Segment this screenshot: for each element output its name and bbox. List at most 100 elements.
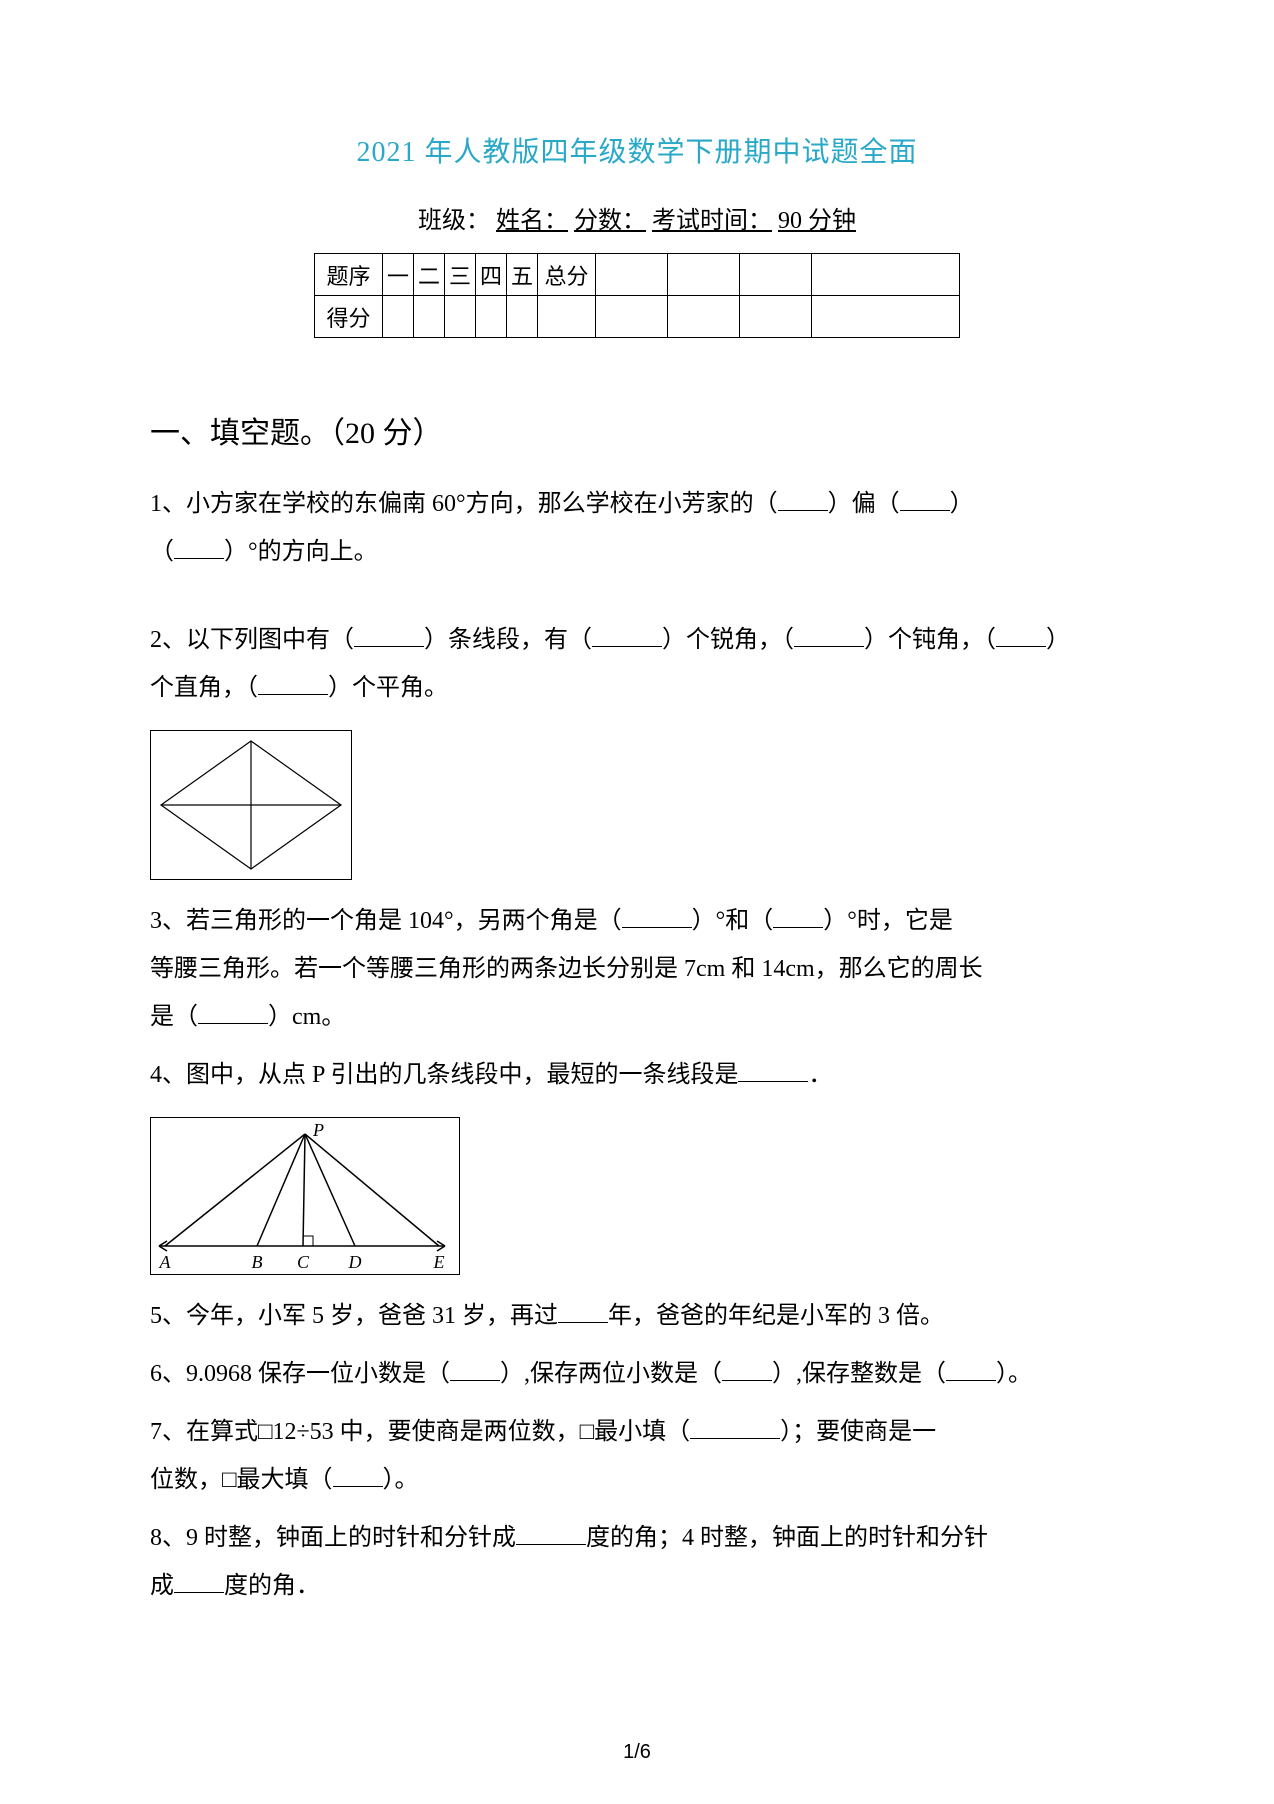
q-text: 2、以下列图中有（: [150, 627, 354, 653]
blank: [174, 535, 224, 559]
blank: [558, 1299, 608, 1323]
score-table: 题序一二三四五总分 得分: [314, 253, 960, 338]
score-label: 分数：: [574, 208, 646, 234]
blank: [996, 623, 1046, 647]
blank: [690, 1415, 780, 1439]
blank: [773, 904, 823, 928]
table-row: 得分: [314, 296, 959, 338]
q-text: ）: [1046, 627, 1070, 653]
figure-2-triangle: P A B C D E: [150, 1117, 460, 1275]
table-cell: [596, 296, 668, 338]
time-value: 90 分钟: [778, 208, 856, 234]
q-text: 成: [150, 1573, 174, 1599]
svg-text:C: C: [297, 1252, 310, 1272]
q-text: ）个平角。: [328, 675, 448, 701]
table-cell: [740, 296, 812, 338]
table-cell: 得分: [314, 296, 382, 338]
q-text: ）；要使商是一: [780, 1419, 936, 1445]
q-text: 6、9.0968 保存一位小数是（: [150, 1361, 450, 1387]
table-cell: [668, 296, 740, 338]
table-cell: 题序: [314, 254, 382, 296]
question-8: 8、9 时整，钟面上的时针和分针成 度的角；4 时整，钟面上的时针和分针 成 度的角…: [150, 1514, 1124, 1610]
q-text: ．: [808, 1062, 832, 1088]
section-1-heading: 一、填空题。（20 分）: [150, 408, 1124, 452]
table-cell: [812, 254, 960, 296]
q-text: ）: [950, 491, 974, 517]
table-cell: 总分: [538, 254, 596, 296]
q-text: ）cm。: [268, 1004, 345, 1030]
name-label: 姓名：: [496, 208, 568, 234]
question-1: 1、小方家在学校的东偏南 60°方向，那么学校在小芳家的（ ）偏（ ） （ ）°的方向…: [150, 480, 1124, 576]
q-text: 5、今年，小军 5 岁，爸爸 31 岁，再过: [150, 1303, 558, 1329]
table-cell: [476, 296, 507, 338]
table-cell: 三: [444, 254, 475, 296]
blank: [198, 1000, 268, 1024]
q-text: ）,保存整数是（: [772, 1361, 946, 1387]
q-text: ）偏（: [828, 491, 900, 517]
svg-text:B: B: [252, 1252, 263, 1272]
q-text: ）条线段，有（: [424, 627, 592, 653]
q-text: 位数，□最大填（: [150, 1467, 333, 1493]
q-text: 1、小方家在学校的东偏南 60°方向，那么学校在小芳家的（: [150, 491, 778, 517]
blank: [450, 1357, 500, 1381]
q-text: ）。: [996, 1361, 1032, 1387]
blank: [738, 1058, 808, 1082]
page-number: 1/6: [0, 1741, 1274, 1764]
q-text: ）°和（: [692, 908, 774, 934]
blank: [258, 671, 328, 695]
q-text: 等腰三角形。若一个等腰三角形的两条边长分别是 7cm 和 14cm，那么它的周长: [150, 956, 983, 982]
question-2: 2、以下列图中有（ ）条线段，有（ ）个锐角，（ ）个钝角，（ ） 个直角，（ ）个平角。: [150, 616, 1124, 712]
table-cell: [538, 296, 596, 338]
table-cell: [413, 296, 444, 338]
blank: [622, 904, 692, 928]
table-cell: 二: [413, 254, 444, 296]
table-cell: [382, 296, 413, 338]
table-cell: [507, 296, 538, 338]
table-cell: [812, 296, 960, 338]
question-7: 7、在算式□12÷53 中，要使商是两位数，□最小填（ ）；要使商是一 位数，□最…: [150, 1408, 1124, 1504]
svg-text:P: P: [312, 1120, 324, 1140]
blank: [794, 623, 864, 647]
q-text: ）个锐角，（: [662, 627, 794, 653]
blank: [516, 1521, 586, 1545]
blank: [333, 1463, 383, 1487]
q-text: 度的角；4 时整，钟面上的时针和分针: [586, 1525, 988, 1551]
blank: [900, 487, 950, 511]
question-3: 3、若三角形的一个角是 104°，另两个角是（ ）°和（ ）°时，它是 等腰三角形。…: [150, 897, 1124, 1041]
table-cell: 四: [476, 254, 507, 296]
table-cell: 五: [507, 254, 538, 296]
q-text: ）°时，它是: [823, 908, 953, 934]
blank: [174, 1569, 224, 1593]
question-4: 4、图中，从点 P 引出的几条线段中，最短的一条线段是 ．: [150, 1051, 1124, 1099]
q-text: ）°的方向上。: [224, 539, 378, 565]
page-title: 2021 年人教版四年级数学下册期中试题全面: [150, 130, 1124, 170]
q-text: 是（: [150, 1004, 198, 1030]
svg-text:E: E: [433, 1252, 445, 1272]
q-text: 7、在算式□12÷53 中，要使商是两位数，□最小填（: [150, 1419, 690, 1445]
table-cell: 一: [382, 254, 413, 296]
figure-1-rhombus: [150, 730, 352, 880]
blank: [778, 487, 828, 511]
svg-text:A: A: [159, 1252, 172, 1272]
q-text: 个直角，（: [150, 675, 258, 701]
table-row: 题序一二三四五总分: [314, 254, 959, 296]
q-text: 4、图中，从点 P 引出的几条线段中，最短的一条线段是: [150, 1062, 738, 1088]
q-text: ）个钝角，（: [864, 627, 996, 653]
q-text: （: [150, 539, 174, 565]
blank: [592, 623, 662, 647]
table-cell: [668, 254, 740, 296]
exam-info-line: 班级： 姓名： 分数： 考试时间： 90 分钟: [150, 200, 1124, 235]
q-text: 8、9 时整，钟面上的时针和分针成: [150, 1525, 516, 1551]
question-5: 5、今年，小军 5 岁，爸爸 31 岁，再过年，爸爸的年纪是小军的 3 倍。: [150, 1292, 1124, 1340]
svg-text:D: D: [348, 1252, 362, 1272]
q-text: ）,保存两位小数是（: [500, 1361, 722, 1387]
blank: [354, 623, 424, 647]
question-6: 6、9.0968 保存一位小数是（ ）,保存两位小数是（ ）,保存整数是（ ）。: [150, 1350, 1124, 1398]
q-text: ）。: [383, 1467, 419, 1493]
table-cell: [444, 296, 475, 338]
q-text: 3、若三角形的一个角是 104°，另两个角是（: [150, 908, 622, 934]
blank: [722, 1357, 772, 1381]
time-label: 考试时间：: [652, 208, 772, 234]
q-text: 度的角．: [224, 1573, 320, 1599]
table-cell: [740, 254, 812, 296]
